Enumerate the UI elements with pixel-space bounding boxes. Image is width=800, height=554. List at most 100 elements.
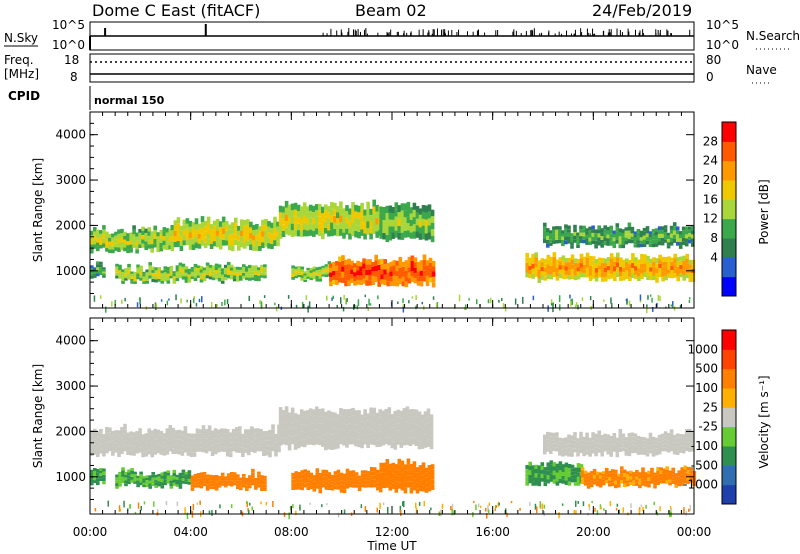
data-cell (293, 209, 298, 217)
colorbar-tick-label: 12 (703, 212, 718, 226)
data-cell (348, 416, 352, 424)
data-cell (421, 474, 426, 480)
data-cell (667, 273, 671, 278)
data-cell (120, 246, 124, 251)
data-cell (663, 447, 668, 452)
data-cell (208, 486, 213, 489)
data-cell (673, 268, 677, 273)
data-cell (332, 266, 336, 271)
data-cell (343, 294, 345, 300)
data-cell (170, 240, 175, 246)
data-cell (618, 438, 623, 443)
data-cell (178, 262, 183, 266)
data-cell (613, 256, 617, 262)
data-cell (96, 431, 100, 437)
data-cell (221, 302, 223, 307)
power-ylabel: Slant Range [km] (31, 158, 45, 262)
data-cell (659, 506, 661, 512)
data-cell (121, 299, 123, 304)
data-cell (354, 475, 359, 479)
data-cell (502, 303, 505, 308)
data-cell (630, 445, 635, 450)
data-cell (345, 472, 350, 477)
data-cell (612, 444, 617, 449)
data-cell (688, 236, 692, 240)
data-cell (237, 235, 241, 241)
data-cell (397, 464, 402, 471)
data-cell (415, 502, 417, 508)
data-cell (291, 479, 295, 484)
data-cell (166, 473, 171, 476)
data-cell (670, 265, 674, 270)
data-cell (296, 428, 301, 435)
data-cell (281, 218, 286, 225)
data-cell (263, 481, 267, 485)
data-cell (191, 233, 196, 239)
data-cell (243, 219, 247, 226)
data-cell (309, 277, 314, 281)
data-cell (652, 257, 656, 262)
data-cell (215, 241, 220, 248)
data-cell (257, 267, 261, 271)
data-cell (99, 468, 103, 471)
data-cell (244, 429, 248, 434)
data-cell (630, 239, 635, 244)
data-cell (540, 470, 545, 474)
data-cell (630, 233, 635, 237)
data-cell (351, 229, 355, 236)
data-cell (637, 276, 641, 281)
data-cell (294, 478, 298, 483)
data-cell (540, 275, 545, 280)
data-cell (427, 225, 432, 233)
data-cell (232, 269, 237, 273)
data-cell (363, 221, 367, 228)
data-cell (230, 228, 235, 234)
data-cell (339, 437, 343, 445)
data-cell (579, 239, 583, 244)
data-cell (156, 236, 160, 241)
data-cell (363, 416, 367, 424)
data-cell (528, 265, 532, 270)
data-cell (327, 486, 332, 490)
data-cell (543, 467, 548, 471)
data-cell (111, 440, 115, 446)
data-cell (375, 433, 379, 441)
data-cell (417, 434, 422, 442)
data-cell (251, 274, 255, 278)
data-cell (673, 263, 677, 269)
data-cell (232, 474, 237, 478)
data-cell (265, 445, 269, 451)
data-cell (561, 472, 566, 476)
data-cell (419, 260, 424, 266)
data-cell (658, 268, 662, 273)
data-cell (404, 265, 409, 271)
data-cell (229, 477, 234, 481)
data-cell (318, 477, 323, 482)
data-cell (431, 282, 436, 288)
data-cell (147, 240, 151, 245)
data-cell (528, 474, 532, 479)
data-cell (624, 440, 629, 445)
data-cell (353, 272, 357, 277)
data-cell (214, 481, 219, 485)
data-cell (675, 241, 680, 246)
data-cell (417, 426, 422, 435)
data-cell (211, 265, 216, 269)
data-cell (242, 479, 246, 483)
data-cell (576, 463, 581, 468)
data-cell (93, 474, 97, 477)
xtick-label: 20:00 (576, 525, 611, 539)
data-cell (201, 446, 206, 453)
data-cell (277, 446, 281, 453)
data-cell (326, 295, 328, 301)
data-cell (154, 302, 157, 308)
data-cell (239, 278, 243, 281)
data-cell (366, 477, 371, 481)
data-cell (582, 256, 587, 261)
data-cell (339, 472, 344, 477)
data-cell (588, 234, 592, 238)
data-cell (312, 488, 317, 492)
data-cell (174, 439, 179, 445)
data-cell (386, 267, 391, 273)
data-cell (102, 271, 106, 274)
